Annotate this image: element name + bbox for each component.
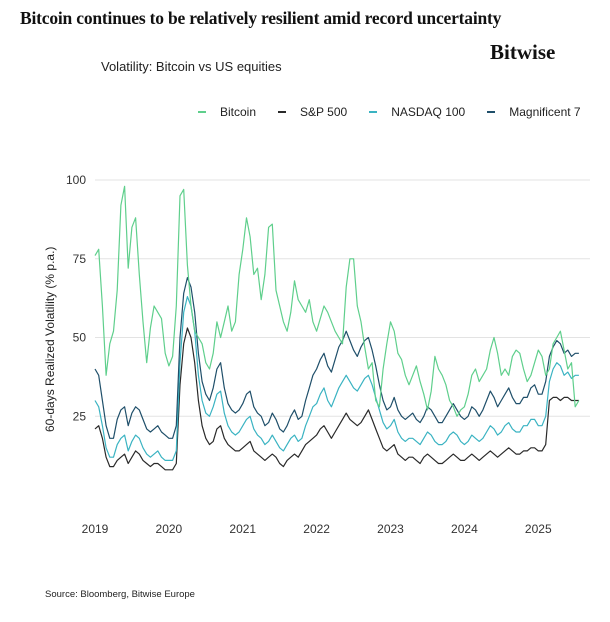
legend-item-sp500: S&P 500 [278, 105, 347, 119]
chart-title: Volatility: Bitcoin vs US equities [101, 59, 282, 74]
bitwise-logo: Bitwise [490, 40, 556, 64]
y-tick-label: 50 [73, 331, 87, 345]
x-tick-label: 2021 [229, 522, 256, 536]
line-magnificent7 [94, 277, 579, 439]
legend-item-mag7: Magnificent 7 [487, 105, 581, 119]
legend-swatch-sp500 [278, 111, 287, 113]
legend-swatch-nasdaq [369, 111, 378, 113]
chart-headline: Bitcoin continues to be relatively resil… [20, 8, 502, 28]
source-note: Source: Bloomberg, Bitwise Europe [45, 589, 195, 600]
x-tick-label: 2020 [156, 522, 183, 536]
chart-legend: Bitcoin S&P 500 NASDAQ 100 Magnificent 7 [198, 105, 581, 119]
x-axis-ticks: 2019 2020 2021 2022 2023 2024 2025 [82, 522, 552, 536]
legend-label-mag7: Magnificent 7 [509, 105, 581, 119]
series-lines [94, 185, 580, 471]
line-bitcoin [94, 185, 580, 417]
legend-swatch-mag7 [487, 111, 496, 113]
x-tick-label: 2023 [377, 522, 404, 536]
y-tick-label: 75 [73, 252, 87, 266]
x-tick-label: 2025 [525, 522, 552, 536]
legend-swatch-bitcoin [198, 111, 206, 113]
legend-label-nasdaq: NASDAQ 100 [391, 105, 466, 119]
y-tick-label: 100 [66, 173, 86, 187]
legend-label-sp500: S&P 500 [300, 105, 348, 119]
line-sp500 [94, 327, 579, 471]
x-tick-label: 2022 [303, 522, 330, 536]
legend-item-bitcoin: Bitcoin [198, 105, 256, 119]
line-nasdaq100 [94, 296, 579, 461]
legend-item-nasdaq: NASDAQ 100 [369, 105, 465, 119]
y-tick-label: 25 [73, 409, 87, 423]
y-axis-label: 60-days Realized Volatility (% p.a.) [43, 247, 57, 432]
legend-label-bitcoin: Bitcoin [220, 105, 257, 119]
x-tick-label: 2024 [451, 522, 478, 536]
x-tick-label: 2019 [82, 522, 109, 536]
y-axis-ticks: 25 50 75 100 [66, 173, 86, 423]
